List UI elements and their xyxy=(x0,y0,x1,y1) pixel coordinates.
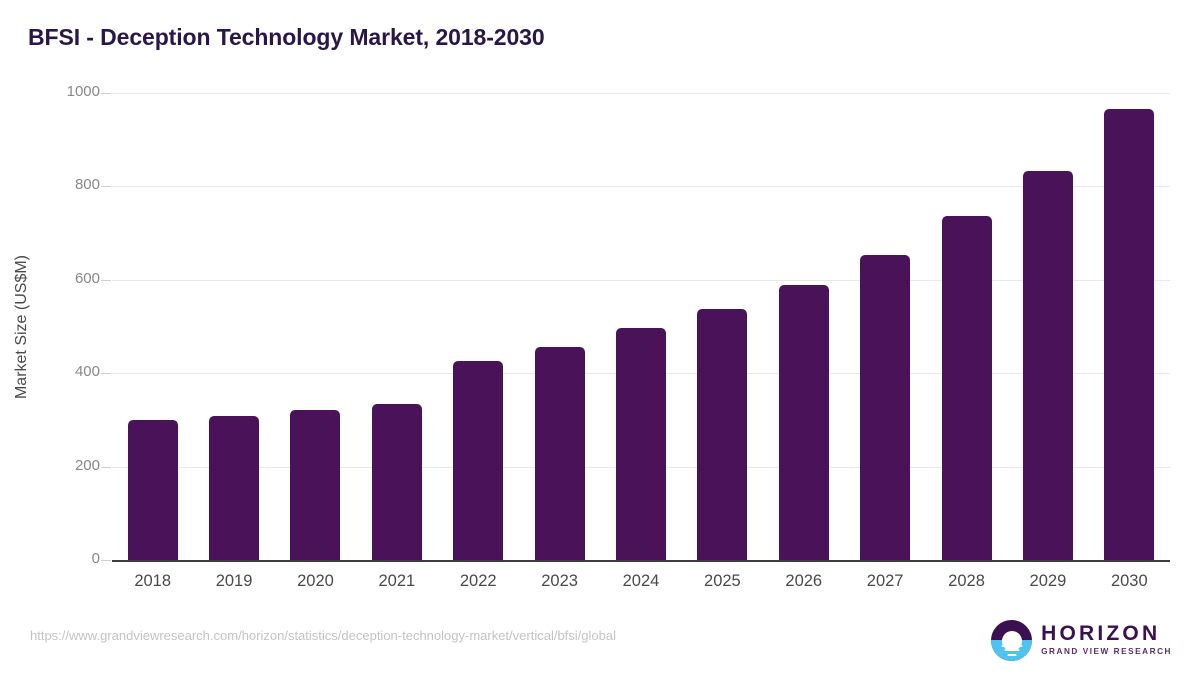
bar[interactable] xyxy=(778,284,829,560)
bar[interactable] xyxy=(453,360,504,560)
y-axis-tick-label: 1000 xyxy=(66,83,100,100)
y-axis-title: Market Size (US$M) xyxy=(13,254,30,400)
bar[interactable] xyxy=(534,346,585,560)
y-axis-tick-label: 800 xyxy=(74,176,100,194)
bar[interactable] xyxy=(1104,109,1155,560)
y-axis-tick-label: 200 xyxy=(74,456,100,474)
x-axis-line xyxy=(112,560,1170,562)
brand-logo: HORIZON GRAND VIEW RESEARCH xyxy=(991,617,1172,663)
x-axis-tick-label: 2022 xyxy=(459,572,497,590)
y-axis-tick-label: 400 xyxy=(74,363,100,381)
bar[interactable] xyxy=(290,409,341,560)
brand-wordmark: HORIZON xyxy=(1041,622,1161,646)
horizon-sun-circle-logo-icon xyxy=(991,619,1033,661)
y-axis-tick-mark xyxy=(101,186,111,188)
x-axis-tick-label: 2019 xyxy=(215,572,253,590)
bar[interactable] xyxy=(615,327,667,560)
brand-logo-text: HORIZON GRAND VIEW RESEARCH xyxy=(1041,623,1172,656)
y-axis-tick-mark xyxy=(101,373,111,375)
x-axis-tick-label: 2029 xyxy=(1029,572,1067,590)
source-url-text: https://www.grandviewresearch.com/horizo… xyxy=(30,628,616,643)
y-axis-tick-mark xyxy=(101,560,111,561)
gridline xyxy=(112,186,1170,188)
x-axis-tick-label: 2026 xyxy=(785,572,823,590)
x-axis-tick-label: 2027 xyxy=(866,572,904,590)
gridline xyxy=(112,93,1170,94)
y-axis-tick-mark xyxy=(101,279,111,281)
bar[interactable] xyxy=(1022,171,1073,560)
bar[interactable] xyxy=(860,254,911,560)
y-axis-tick-label: 600 xyxy=(74,269,100,287)
bar[interactable] xyxy=(941,215,992,560)
bar[interactable] xyxy=(127,419,178,560)
y-axis-tick-group: 0 200 400 600 800 1000 xyxy=(0,0,100,675)
x-axis-tick-label: 2024 xyxy=(622,572,660,590)
x-axis-tick-label: 2025 xyxy=(704,572,741,590)
y-axis-tick-mark xyxy=(101,466,111,468)
x-axis-tick-label: 2030 xyxy=(1110,572,1148,590)
bar[interactable] xyxy=(697,309,748,560)
bar[interactable] xyxy=(371,403,422,560)
plot-area xyxy=(112,93,1170,560)
x-axis-tick-label: 2021 xyxy=(378,572,416,590)
x-axis-tick-label: 2028 xyxy=(948,572,985,590)
y-axis-tick-label: 0 xyxy=(91,550,100,567)
y-axis-tick-mark xyxy=(101,93,111,94)
bar[interactable] xyxy=(209,416,260,560)
page-title: BFSI - Deception Technology Market, 2018… xyxy=(28,24,545,50)
gridline xyxy=(112,279,1170,281)
brand-tagline: GRAND VIEW RESEARCH xyxy=(1041,647,1172,657)
x-axis-tick-label: 2020 xyxy=(297,572,334,590)
x-axis-tick-label: 2023 xyxy=(541,572,578,590)
x-axis-tick-label: 2018 xyxy=(134,572,172,590)
